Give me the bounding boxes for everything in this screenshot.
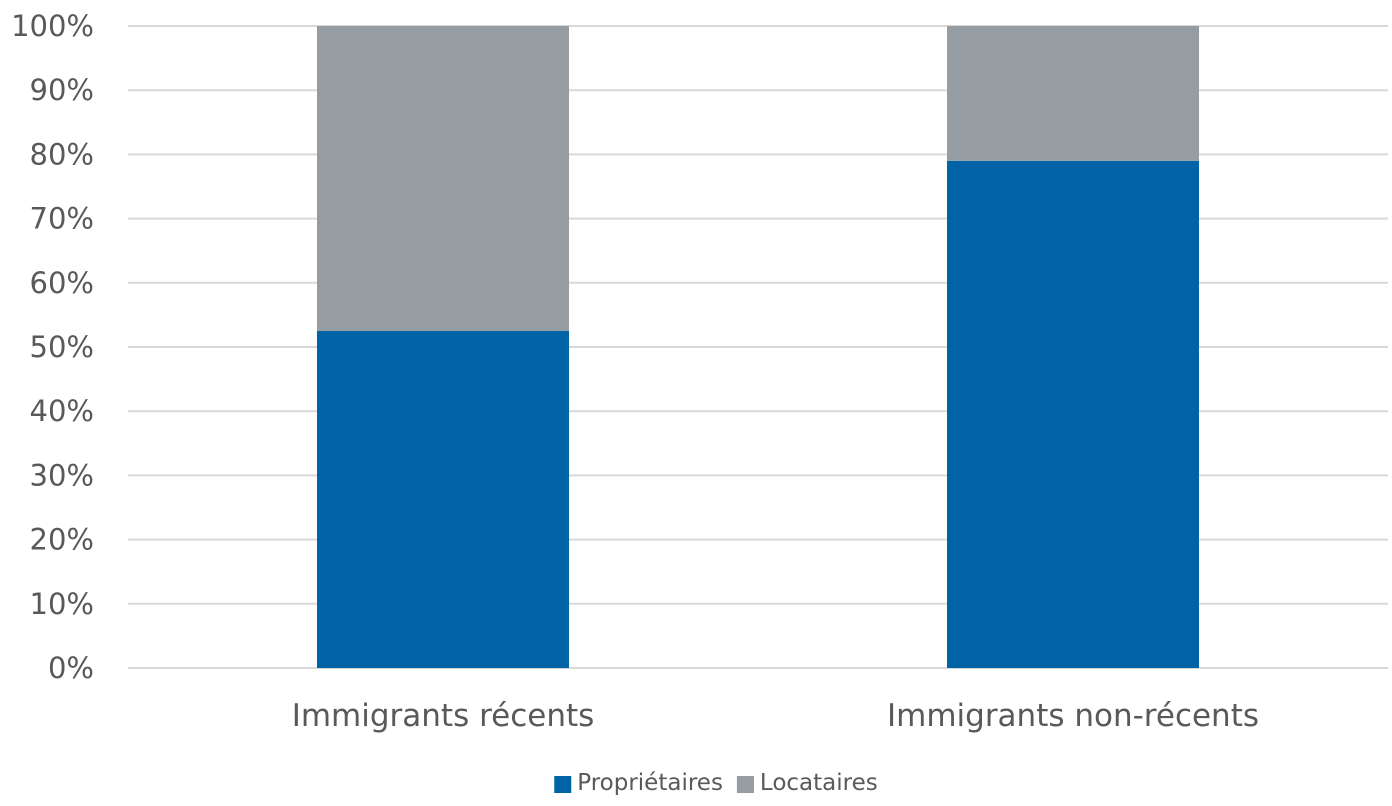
y-tick-label: 20% bbox=[30, 523, 94, 557]
y-tick-label: 60% bbox=[30, 266, 94, 300]
legend-label-locataires: Locataires bbox=[760, 770, 878, 796]
bars-layer bbox=[317, 26, 1199, 668]
x-category-label: Immigrants non-récents bbox=[887, 698, 1259, 734]
bar-proprietaires-0 bbox=[317, 330, 569, 668]
y-tick-label: 90% bbox=[30, 73, 94, 107]
y-tick-label: 70% bbox=[30, 202, 94, 236]
y-tick-label: 30% bbox=[30, 458, 94, 492]
y-tick-label: 40% bbox=[30, 394, 94, 428]
y-axis-tick-labels: 0% 10% 20% 30% 40% 50% 60% 70% 80% 90% 100% bbox=[11, 9, 94, 685]
y-tick-label: 0% bbox=[48, 651, 94, 685]
bar-locataires-1 bbox=[947, 26, 1199, 161]
y-tick-label: 50% bbox=[30, 330, 94, 364]
y-tick-label: 100% bbox=[11, 9, 94, 43]
legend-label-proprietaires: Propriétaires bbox=[577, 770, 723, 796]
legend-swatch-proprietaires bbox=[554, 776, 572, 793]
legend: Propriétaires Locataires bbox=[554, 770, 878, 796]
legend-swatch-locataires bbox=[736, 776, 754, 793]
x-category-label: Immigrants récents bbox=[292, 698, 595, 734]
bar-locataires-0 bbox=[317, 26, 569, 331]
y-tick-label: 10% bbox=[30, 587, 94, 621]
x-axis-category-labels: Immigrants récents Immigrants non-récents bbox=[292, 698, 1259, 734]
y-tick-label: 80% bbox=[30, 137, 94, 171]
bar-proprietaires-1 bbox=[947, 160, 1199, 668]
